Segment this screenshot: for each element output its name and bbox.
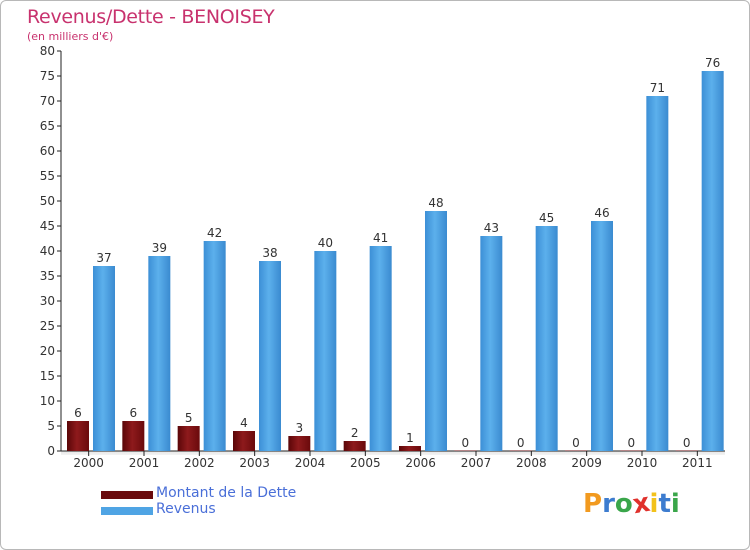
x-tick-label: 2006 (405, 456, 436, 470)
bar-debt (454, 450, 477, 451)
x-tick-label: 2003 (239, 456, 270, 470)
y-tick-label: 40 (40, 244, 55, 258)
data-label-revenue: 45 (539, 211, 554, 225)
data-label-debt: 4 (240, 416, 248, 430)
data-label-debt: 6 (130, 406, 138, 420)
data-label-revenue: 40 (318, 236, 333, 250)
data-label-revenue: 37 (96, 251, 111, 265)
x-tick-label: 2002 (184, 456, 215, 470)
y-tick-label: 20 (40, 344, 55, 358)
y-tick-label: 70 (40, 94, 55, 108)
bar-debt (343, 441, 366, 451)
data-label-revenue: 71 (650, 81, 665, 95)
data-label-debt: 0 (462, 436, 470, 450)
x-tick-label: 2005 (350, 456, 381, 470)
bar-revenue (535, 226, 558, 451)
x-tick-label: 2001 (129, 456, 160, 470)
data-label-debt: 0 (572, 436, 580, 450)
data-label-debt: 0 (517, 436, 525, 450)
legend-swatch-revenue (101, 507, 153, 515)
x-tick-label: 2007 (461, 456, 492, 470)
logo-letter: P (583, 489, 603, 519)
x-tick-label: 2004 (295, 456, 326, 470)
bar-debt (399, 446, 421, 451)
y-tick-label: 30 (40, 294, 55, 308)
bar-revenue (701, 71, 724, 451)
bar-debt (288, 436, 311, 451)
y-tick-label: 45 (40, 219, 55, 233)
data-label-debt: 5 (185, 411, 193, 425)
data-label-debt: 0 (628, 436, 636, 450)
legend-swatch-debt (101, 491, 153, 499)
legend-label-revenue: Revenus (156, 501, 216, 517)
bars (67, 71, 724, 451)
proxiti-logo: Proxiti (583, 488, 680, 520)
bar-revenue (369, 246, 392, 451)
y-tick-label: 15 (40, 369, 55, 383)
bar-revenue (425, 211, 447, 451)
bar-revenue (148, 256, 171, 451)
y-tick-label: 25 (40, 319, 55, 333)
data-label-debt: 3 (296, 421, 304, 435)
bar-debt (67, 421, 89, 451)
x-tick-label: 2000 (73, 456, 104, 470)
logo-letter: i (649, 489, 659, 519)
bar-debt (620, 450, 643, 451)
data-label-revenue: 42 (207, 226, 222, 240)
bar-revenue (314, 251, 337, 451)
y-tick-label: 55 (40, 169, 55, 183)
x-tick-label: 2010 (627, 456, 658, 470)
data-label-revenue: 38 (262, 246, 277, 260)
data-label-debt: 6 (74, 406, 82, 420)
data-labels: 6 37 6 39 5 42 4 38 3 40 2 41 1 48 0 43 0 45 0 46 0 71 0 76 (74, 56, 720, 450)
data-label-revenue: 76 (705, 56, 720, 70)
x-tick-label: 2008 (516, 456, 547, 470)
data-label-revenue: 48 (428, 196, 443, 210)
data-label-revenue: 39 (152, 241, 167, 255)
bar-revenue (591, 221, 613, 451)
data-label-debt: 1 (406, 431, 414, 445)
bar-revenue (259, 261, 281, 451)
y-tick-label: 50 (40, 194, 55, 208)
x-tick-label: 2009 (571, 456, 602, 470)
bar-debt (233, 431, 255, 451)
y-tick-label: 0 (47, 444, 55, 458)
bar-debt (565, 450, 587, 451)
logo-letter: r (602, 489, 615, 519)
bar-debt (509, 450, 532, 451)
x-axis-floor (61, 451, 725, 455)
y-tick-label: 10 (40, 394, 55, 408)
bar-revenue (93, 266, 115, 451)
bar-debt (177, 426, 200, 451)
y-tick-label: 60 (40, 144, 55, 158)
y-tick-label: 65 (40, 119, 55, 133)
data-label-revenue: 43 (484, 221, 499, 235)
bar-revenue (646, 96, 669, 451)
legend-label-debt: Montant de la Dette (156, 485, 297, 501)
data-label-debt: 0 (683, 436, 691, 450)
y-tick-label: 80 (40, 44, 55, 58)
chart-title: Revenus/Dette - BENOISEY (27, 6, 275, 28)
bar-revenue (480, 236, 503, 451)
bar-debt (675, 450, 698, 451)
logo-letter: t (658, 489, 671, 519)
bar-debt (122, 421, 145, 451)
chart-subtitle: (en milliers d'€) (27, 30, 114, 43)
data-label-debt: 2 (351, 426, 359, 440)
y-tick-label: 5 (47, 419, 55, 433)
logo-letter: i (670, 489, 680, 519)
logo-letter: o (614, 489, 633, 519)
y-tick-label: 75 (40, 69, 55, 83)
x-tick-label: 2011 (682, 456, 713, 470)
bar-revenue (203, 241, 226, 451)
data-label-revenue: 41 (373, 231, 388, 245)
data-label-revenue: 46 (594, 206, 609, 220)
y-tick-label: 35 (40, 269, 55, 283)
